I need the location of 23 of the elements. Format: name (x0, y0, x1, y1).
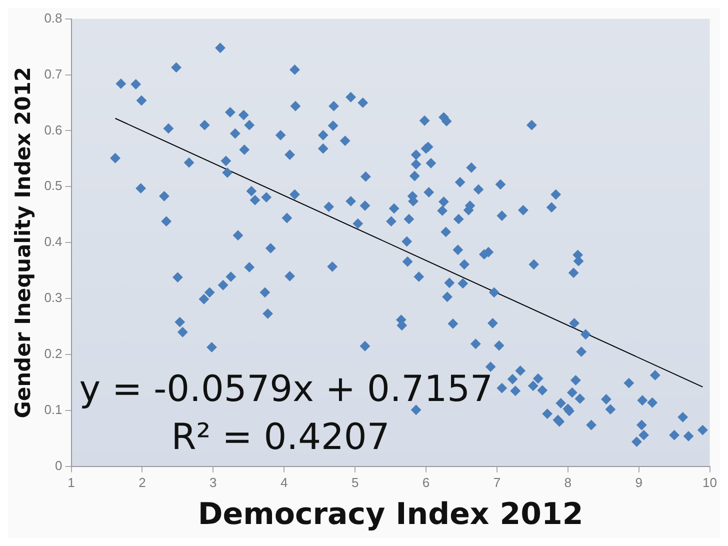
annotation: R² = 0.4207 (171, 416, 390, 458)
y-axis-title: Gender Inequality Index 2012 (11, 66, 36, 418)
x-tick-label: 2 (138, 474, 146, 490)
x-tick-label: 5 (351, 474, 359, 490)
x-tick-label: 10 (702, 474, 718, 490)
y-tick-label: 0 (55, 458, 62, 473)
y-tick-label: 0.5 (44, 178, 62, 194)
x-tick-label: 8 (564, 474, 572, 490)
y-tick-label: 0.7 (44, 66, 62, 82)
x-tick-label: 4 (280, 474, 288, 490)
y-tick-label: 0.1 (44, 402, 62, 418)
y-tick-label: 0.6 (44, 122, 62, 138)
y-tick-label: 0.4 (44, 234, 62, 250)
x-tick-label: 7 (493, 474, 501, 490)
x-tick-label: 9 (635, 474, 642, 490)
x-tick-label: 3 (210, 474, 217, 490)
y-tick-label: 0.8 (44, 10, 62, 26)
x-axis-title: Democracy Index 2012 (198, 496, 584, 532)
x-tick-label: 1 (68, 474, 75, 490)
x-tick-label: 6 (422, 474, 430, 490)
annotation: y = -0.0579x + 0.7157 (79, 368, 493, 410)
y-tick-label: 0.2 (44, 346, 62, 362)
y-tick-label: 0.3 (44, 290, 62, 306)
